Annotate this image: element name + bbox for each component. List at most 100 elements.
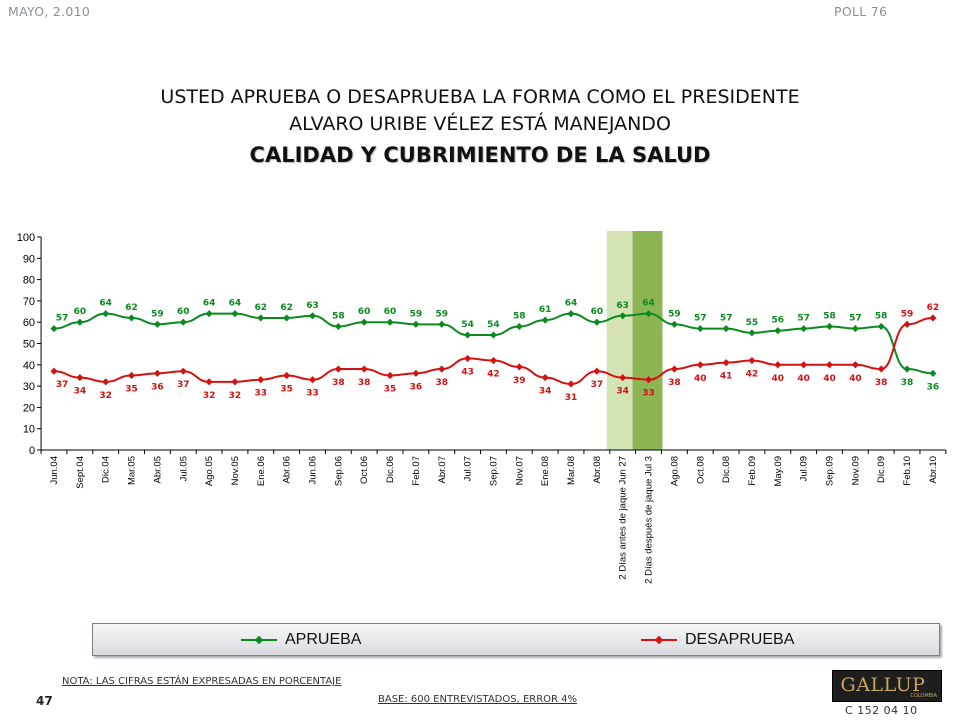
data-point [825,322,834,330]
x-tick-label: Nov.07 [514,456,525,485]
data-label: 54 [461,320,474,330]
data-label: 58 [332,311,345,321]
data-point [464,354,472,362]
data-point [619,374,627,382]
data-label: 56 [772,316,785,326]
data-point [645,310,653,318]
x-tick-label: Ene.06 [256,456,267,486]
data-point [800,325,808,333]
y-tick-label: 100 [17,232,35,244]
approval-line-chart: 0 10 20 30 40 50 60 70 80 90 100 Jun.04 Sept.04 Dic.0… [17,231,947,584]
highlight-band-0 [606,231,637,450]
y-tick-label: 40 [23,360,35,372]
data-point [464,331,472,339]
data-label: 60 [384,307,397,317]
data-point [903,320,911,328]
data-point [76,318,84,326]
data-label: 33 [642,389,655,399]
data-label: 42 [487,370,500,380]
data-label: 39 [513,376,526,386]
x-tick-label: Nov.05 [230,456,241,485]
data-point [257,376,265,384]
data-point [153,320,161,328]
data-label: 64 [203,299,216,309]
data-label: 62 [125,303,138,313]
x-tick-label: Feb.09 [747,456,758,486]
data-point [696,325,704,333]
data-point [722,359,730,367]
footer-base: BASE: 600 ENTREVISTADOS, ERROR 4% [378,694,578,705]
data-label: 38 [332,378,345,388]
data-point [670,365,678,373]
data-point [567,310,575,318]
data-point [489,357,497,365]
data-label: 42 [746,370,759,380]
data-point [205,378,213,386]
logo-text: GALLUP [840,674,926,696]
data-point [515,322,523,330]
data-point [205,310,213,318]
data-point [929,314,937,322]
y-tick-label: 30 [23,381,35,393]
data-point [800,361,808,369]
data-point [360,365,368,373]
chart-legend: APRUEBA DESAPRUEBA [92,623,940,656]
highlight-band-1 [632,231,663,450]
x-tick-label: Abr.05 [152,456,163,483]
x-tick-label: Ene.08 [540,456,551,486]
data-label: 61 [539,305,552,315]
data-label: 40 [694,374,707,384]
data-label: 60 [591,307,604,317]
y-tick-label: 10 [23,424,35,436]
y-tick-label: 60 [23,317,35,329]
y-tick-label: 80 [23,275,35,287]
data-label: 37 [177,380,190,390]
data-point [50,325,58,333]
data-label: 58 [823,311,836,321]
data-point [386,318,394,326]
data-label: 59 [410,309,423,319]
header-date: MAYO, 2.010 [8,4,91,19]
title-line-1: USTED APRUEBA O DESAPRUEBA LA FORMA COMO… [160,86,800,108]
data-label: 38 [435,378,448,388]
data-label: 41 [720,372,733,382]
data-point [903,365,911,373]
x-tick-label: Oct.06 [359,456,370,484]
x-tick-label: Sep.06 [333,456,344,486]
data-point [153,369,161,377]
x-tick-label: Jun.04 [49,456,60,485]
data-label: 35 [280,384,293,394]
x-tick-label: Mar.05 [127,456,138,485]
x-tick-label: Ago.08 [669,456,680,486]
data-label: 43 [461,367,474,377]
data-label: 37 [591,380,604,390]
data-label: 34 [616,387,629,397]
data-point [438,365,446,373]
data-point [541,316,549,324]
data-label: 63 [306,301,319,311]
legend-label-desaprueba: DESAPRUEBA [685,631,795,648]
header-poll: POLL 76 [834,4,888,19]
data-point [877,322,885,330]
data-point [851,325,859,333]
data-label: 57 [694,314,707,324]
data-label: 59 [435,309,448,319]
data-label: 33 [255,389,268,399]
x-tick-label: Oct.08 [695,456,706,484]
data-point [412,369,420,377]
data-label: 40 [797,374,810,384]
data-label: 62 [927,303,940,313]
data-point [619,312,627,320]
data-label: 35 [125,384,138,394]
data-label: 36 [151,382,164,392]
x-tick-label: Abr.08 [592,456,603,483]
slide-code: C 152 04 10 [845,704,918,717]
data-label: 58 [875,311,888,321]
data-point [593,318,601,326]
x-tick-label: Jul.07 [463,456,474,481]
data-label: 60 [358,307,371,317]
data-point [231,378,239,386]
x-tick-label: 2 Días después de jaque Jul 3 [644,456,655,584]
data-point [179,318,187,326]
data-label: 60 [74,307,87,317]
